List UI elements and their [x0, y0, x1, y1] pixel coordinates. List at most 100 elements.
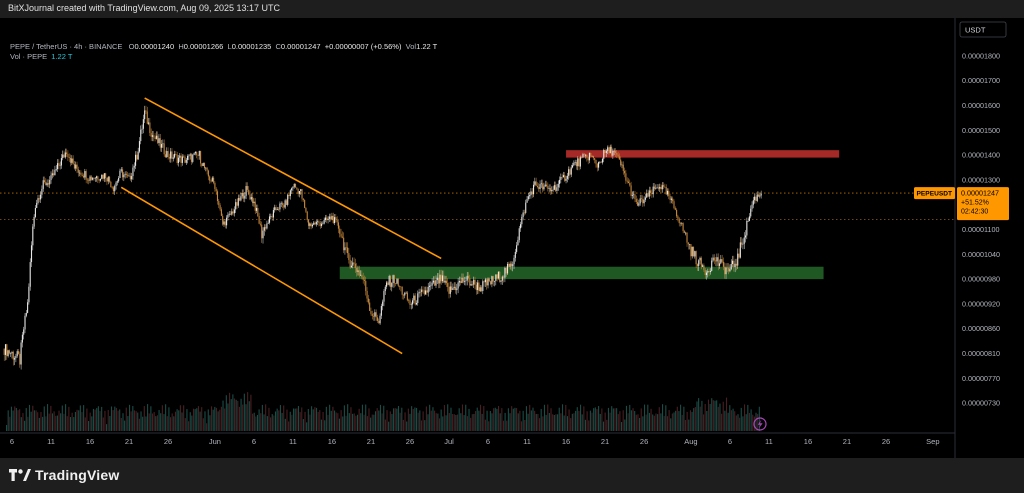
candle-body	[547, 186, 549, 189]
candle	[379, 313, 381, 325]
candle	[274, 204, 276, 213]
volume-bar	[22, 413, 24, 431]
candle	[402, 293, 405, 300]
ohlc-legend: PEPE / TetherUS · 4h · BINANCE O0.000012…	[10, 42, 437, 62]
candle	[235, 198, 237, 213]
candle-body	[726, 267, 728, 269]
candle	[492, 275, 494, 286]
candle-body	[501, 276, 503, 281]
volume-bar	[127, 416, 129, 431]
candle-body	[687, 242, 689, 245]
candle-body	[618, 156, 620, 160]
candle	[698, 259, 700, 271]
candle-body	[696, 264, 698, 267]
candle	[590, 152, 592, 158]
candle-body	[163, 143, 165, 155]
currency-button[interactable]	[959, 21, 1007, 38]
candle	[438, 272, 440, 289]
volume-bar	[388, 421, 390, 431]
candle	[315, 220, 317, 227]
candle	[760, 190, 762, 199]
symbol-badge-label: PEPEUSDT	[917, 191, 953, 198]
candle-body	[340, 233, 342, 237]
candle-body	[404, 292, 406, 296]
volume-bar	[14, 406, 16, 431]
candle-body	[622, 164, 624, 171]
candle	[209, 175, 211, 184]
volume-bar	[248, 401, 250, 431]
volume-bar	[704, 404, 706, 431]
candle-body	[465, 280, 467, 282]
candle-body	[86, 179, 88, 181]
volume-bar	[319, 410, 321, 431]
candle-body	[591, 155, 593, 157]
volume-bar	[607, 407, 609, 431]
volume-bar	[142, 416, 144, 431]
candle-body	[655, 187, 657, 189]
candle	[519, 221, 522, 232]
candle-body	[695, 251, 697, 265]
volume-bar	[575, 410, 577, 431]
candle-body	[84, 171, 86, 178]
volume-bar	[742, 416, 744, 431]
volume-bar	[516, 408, 518, 431]
candle-body	[66, 152, 68, 154]
candle-body	[633, 194, 635, 196]
candle-body	[646, 193, 648, 198]
candle	[682, 222, 684, 234]
volume-bar	[703, 414, 705, 431]
candle	[80, 170, 82, 178]
price-chart[interactable]: 6 11 16 21 26 Jun 6 11 16 21 26 Jul 6 11 16 21 26 Aug 6 11 1…	[0, 18, 1024, 458]
candle-body	[452, 288, 454, 291]
volume-bar	[493, 408, 495, 431]
candle-body	[155, 135, 157, 139]
legend-high-label: H	[178, 42, 184, 51]
candle	[158, 133, 160, 146]
candle-body	[375, 312, 377, 318]
candle-body	[713, 257, 715, 261]
candle	[111, 186, 113, 190]
volume-bar	[304, 411, 306, 431]
candle-body	[315, 221, 317, 225]
candle-body	[297, 188, 299, 194]
candle-body	[280, 203, 282, 204]
candle-body	[47, 183, 49, 185]
candle	[58, 159, 60, 170]
candle	[458, 276, 460, 287]
volume-bar	[658, 407, 660, 431]
volume-bar	[148, 413, 150, 431]
candle	[343, 232, 345, 254]
candle	[605, 149, 607, 158]
volume-bar	[189, 412, 191, 431]
candle	[565, 175, 567, 184]
volume-bar	[596, 409, 598, 431]
candle-body	[705, 272, 708, 276]
volume-bar	[732, 408, 734, 431]
volume-bar	[55, 415, 57, 431]
candle-body	[657, 187, 659, 189]
candle	[116, 179, 118, 186]
candle	[67, 150, 69, 161]
candle-body	[729, 269, 731, 272]
candle	[307, 219, 310, 230]
candle-body	[348, 253, 350, 260]
candle	[439, 269, 441, 289]
candle	[648, 186, 650, 199]
candle-body	[545, 184, 548, 187]
candle	[469, 274, 471, 289]
volume-bar	[647, 404, 649, 431]
candle-body	[531, 191, 533, 195]
volume-bar	[616, 408, 618, 431]
candle-body	[115, 182, 117, 187]
tradingview-logo[interactable]: TradingView	[9, 465, 119, 485]
volume-bar	[514, 407, 516, 431]
candle	[231, 208, 233, 216]
volume-bar	[25, 408, 27, 431]
time-tick-label: Jul	[444, 437, 454, 446]
volume-bar	[645, 414, 647, 431]
candle	[679, 221, 682, 227]
candle-body	[496, 274, 498, 279]
candle-body	[454, 286, 457, 291]
candle	[10, 352, 12, 357]
volume-bar	[739, 417, 741, 431]
